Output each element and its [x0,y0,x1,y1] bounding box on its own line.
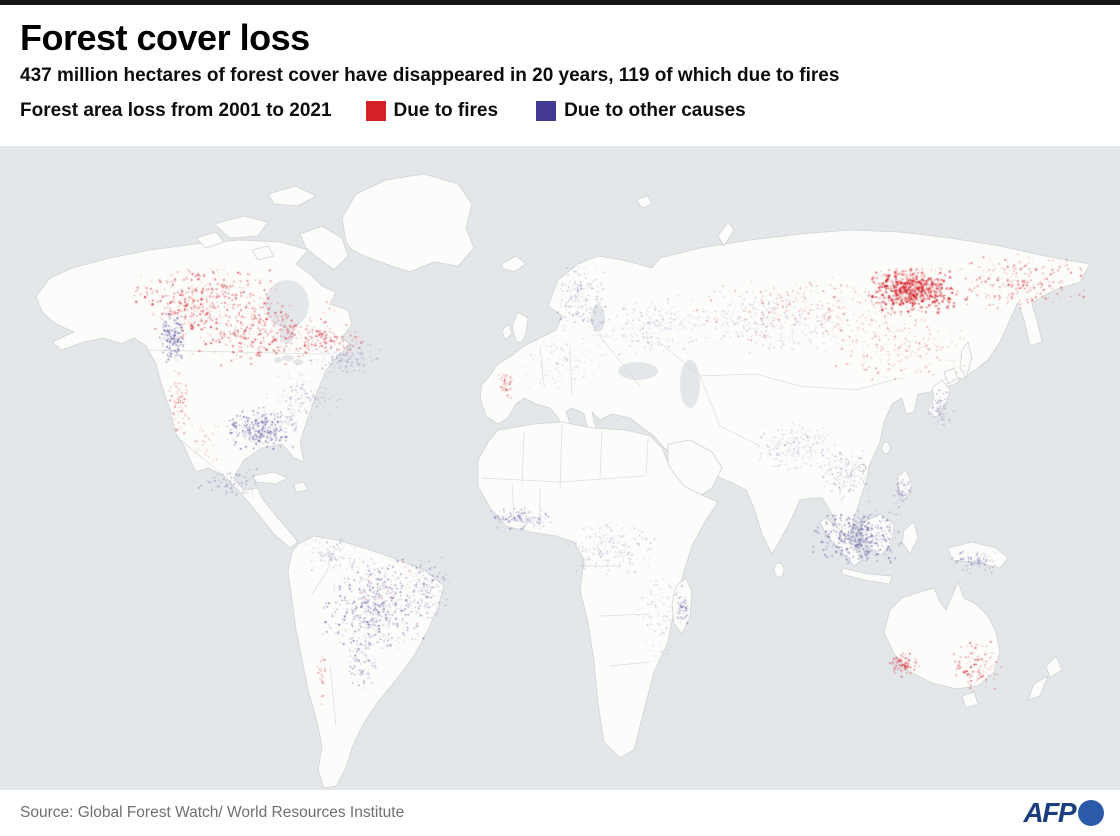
afp-logo: AFP [1023,797,1104,829]
legend-item-label: Due to other causes [564,100,746,121]
loss-dots-layer [0,146,1120,790]
legend-item-label: Due to fires [393,100,499,121]
page-title: Forest cover loss [20,17,310,58]
world-map [0,146,1120,790]
fire-color-swatch [365,101,386,121]
legend-item-other-causes: Due to other causes [536,100,746,122]
source-credit: Source: Global Forest Watch/ World Resou… [20,804,405,821]
legend-title: Forest area loss from 2001 to 2021 [20,100,332,121]
footer: Source: Global Forest Watch/ World Resou… [0,790,1120,836]
legend-item-fires: Due to fires [365,100,499,122]
header: Forest cover loss 437 million hectares o… [0,5,1120,146]
legend: Forest area loss from 2001 to 2021 Due t… [20,100,1120,122]
afp-logo-text: AFP [1023,797,1077,828]
afp-logo-globe-icon [1078,800,1104,826]
top-black-bar [0,0,1120,5]
other-causes-color-swatch [536,101,557,121]
subtitle: 437 million hectares of forest cover hav… [20,65,840,86]
